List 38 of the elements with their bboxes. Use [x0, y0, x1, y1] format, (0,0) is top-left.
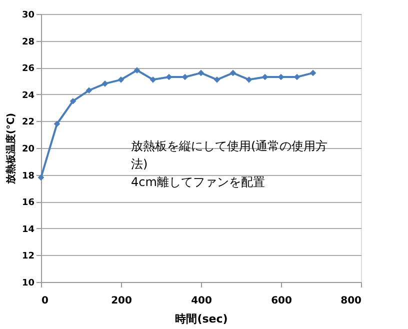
y-tick-label: 28 — [22, 37, 34, 48]
point — [246, 76, 252, 83]
point — [214, 76, 220, 83]
point — [118, 76, 124, 83]
y-axis-title: 放熱板温度(℃) — [4, 112, 17, 186]
point — [86, 87, 92, 94]
point — [310, 70, 316, 76]
point — [262, 74, 268, 80]
x-tick-label: 800 — [340, 296, 362, 306]
point — [102, 80, 108, 87]
y-tick-label: 30 — [22, 10, 34, 20]
y-tick-label: 10 — [22, 278, 34, 288]
point — [134, 67, 140, 74]
x-tick-label: 200 — [111, 296, 132, 306]
annotation: 4cm離してファンを配置 — [131, 175, 265, 189]
y-tick-label: 12 — [22, 252, 34, 262]
point — [182, 74, 188, 80]
point — [230, 70, 236, 76]
y-tick-label: 26 — [22, 64, 34, 74]
point — [294, 74, 300, 80]
point — [150, 76, 156, 83]
y-tick-label: 24 — [22, 90, 34, 101]
y-tick-label: 22 — [22, 118, 34, 128]
y-tick-label: 16 — [22, 198, 34, 208]
x-tick-label: 600 — [271, 296, 292, 306]
x-tick-label: 0 — [42, 296, 48, 306]
point — [198, 70, 204, 76]
y-tick-label: 18 — [22, 171, 34, 182]
x-axis-title: 時間(sec) — [175, 312, 228, 326]
point — [54, 120, 60, 128]
point — [278, 74, 284, 80]
y-tick-label: 14 — [22, 224, 34, 235]
point — [70, 98, 76, 104]
annotation: 放熱板を縦にして使用(通常の使用方法) — [131, 139, 328, 171]
point — [38, 174, 44, 181]
x-tick-label: 400 — [191, 296, 212, 306]
point — [166, 74, 172, 80]
y-tick-label: 20 — [22, 144, 34, 154]
